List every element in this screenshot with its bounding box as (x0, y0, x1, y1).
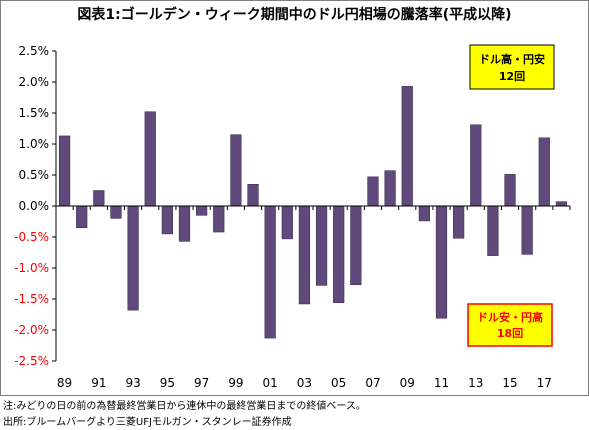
x-tick-label: 99 (228, 376, 243, 390)
x-tick-label: 91 (91, 376, 106, 390)
y-tick-label: 1.5% (19, 106, 50, 120)
bar-97 (196, 205, 208, 216)
badge-up: ドル高・円安 12回 (469, 44, 555, 90)
x-tick-label: 09 (400, 376, 415, 390)
bar-90 (76, 205, 88, 229)
bar-chart: 2.5% 2.0% 1.5% 1.0% 0.5% 0.0% -0.5% -1.0% -1.5% -… (14, 44, 571, 390)
x-tick-label: 05 (331, 376, 346, 390)
x-tick-label: 17 (537, 376, 552, 390)
bar-10 (418, 205, 430, 222)
y-tick-label: 0.0% (19, 199, 50, 213)
bar-08 (384, 170, 396, 207)
x-tick-label: 01 (263, 376, 278, 390)
bar-12 (453, 205, 465, 239)
bar-17 (538, 137, 550, 207)
y-tick-label: -0.5% (14, 230, 49, 244)
x-tick-label: 13 (468, 376, 483, 390)
y-tick-label: 1.0% (19, 137, 50, 151)
bar-05 (333, 205, 345, 304)
badge-up-box (469, 44, 555, 90)
bar-89 (58, 135, 71, 207)
badge-down: ドル安・円高 18回 (467, 303, 553, 347)
bar-16 (521, 205, 533, 255)
bar-93 (127, 205, 139, 311)
y-tick-label: -2.5% (14, 354, 49, 368)
bar-14 (487, 205, 499, 256)
bar-13 (470, 124, 482, 207)
y-tick-label: -1.5% (14, 292, 49, 306)
badge-down-line1: ドル安・円高 (477, 310, 543, 324)
y-tick-label: 0.5% (19, 168, 50, 182)
bar-07 (367, 176, 379, 207)
x-tick-label: 03 (297, 376, 312, 390)
bar-91 (93, 190, 105, 207)
x-axis-ticks: 89 91 93 95 97 99 01 03 05 07 09 11 13 15 17 (55, 206, 571, 390)
bars (58, 86, 568, 339)
bar-96 (178, 205, 191, 242)
axes (55, 51, 570, 361)
y-tick-label: -2.0% (14, 323, 49, 337)
bar-94 (144, 111, 156, 207)
footnote-note: 注:みどりの日の前の為替最終営業日から連休中の最終営業日までの終値ベース。 (3, 401, 366, 412)
bar-15 (504, 174, 516, 207)
footnote-source: 出所:ブルームバーグより三菱UFJモルガン・スタンレー証券作成 (3, 417, 292, 428)
badge-down-box (467, 303, 553, 347)
x-tick-label: 93 (125, 376, 140, 390)
x-tick-label: 97 (194, 376, 209, 390)
x-tick-label: 11 (434, 376, 449, 390)
badge-down-line2: 18回 (497, 326, 523, 340)
badge-up-line2: 12回 (499, 69, 525, 83)
bar-04 (315, 205, 328, 286)
x-tick-label: 07 (365, 376, 380, 390)
x-tick-label: 95 (160, 376, 175, 390)
y-tick-label: 2.0% (19, 75, 50, 89)
bar-18 (555, 201, 568, 207)
chart-title: 図表1:ゴールデン・ウィーク期間中のドル円相場の騰落率(平成以降) (77, 7, 512, 23)
bar-92 (110, 205, 122, 219)
bar-99 (230, 134, 242, 207)
x-tick-label: 15 (502, 376, 517, 390)
bar-11 (435, 205, 448, 319)
bar-00 (247, 184, 259, 207)
badge-up-line1: ドル高・円安 (479, 52, 545, 66)
x-tick-label: 89 (57, 376, 72, 390)
bar-98 (213, 205, 225, 233)
y-tick-label: 2.5% (19, 44, 50, 58)
bar-02 (281, 205, 293, 240)
bar-03 (298, 205, 311, 305)
y-axis-ticks: 2.5% 2.0% 1.5% 1.0% 0.5% 0.0% -0.5% -1.0% -1.5% -… (14, 44, 56, 368)
bar-95 (161, 205, 173, 235)
y-tick-label: -1.0% (14, 261, 49, 275)
bar-06 (350, 205, 362, 286)
bar-09 (401, 86, 413, 207)
bar-01 (264, 205, 276, 339)
